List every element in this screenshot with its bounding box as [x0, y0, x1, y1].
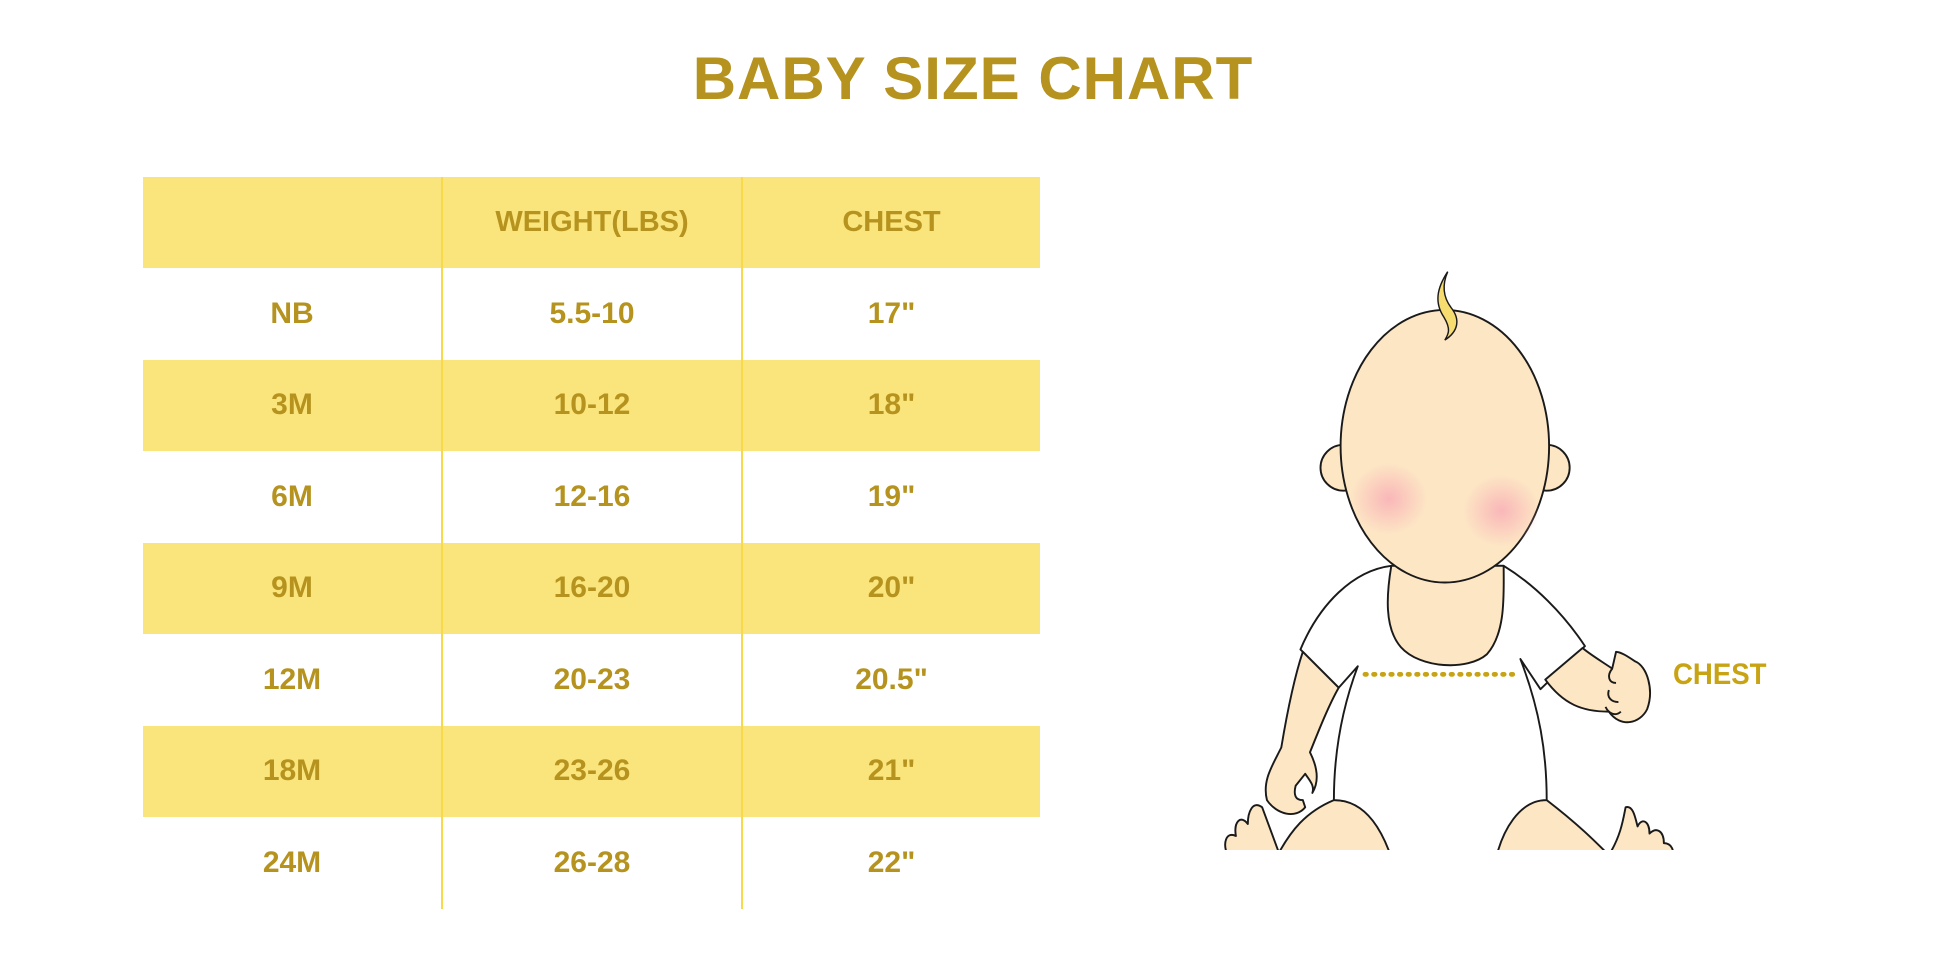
chest-cell: 20.5"	[741, 634, 1040, 726]
chest-measurement-label: CHEST	[1673, 658, 1767, 691]
size-chart-table: WEIGHT(LBS) CHEST NB 5.5-10 17" 3M 10-12…	[143, 177, 1040, 909]
page-title: BABY SIZE CHART	[692, 45, 1254, 112]
left-arm	[1264, 650, 1340, 815]
weight-cell: 12-16	[441, 451, 741, 543]
chest-cell: 18"	[741, 359, 1040, 451]
size-cell: NB	[270, 296, 314, 330]
right-leg	[1495, 799, 1674, 850]
chest-cell: 21"	[741, 725, 1040, 817]
table-row: 6M 12-16 19"	[143, 451, 1040, 543]
size-cell: 3M	[271, 388, 313, 422]
weight-cell: 10-12	[441, 359, 741, 451]
table-header-row: WEIGHT(LBS) CHEST	[143, 177, 1040, 268]
header-cell-chest: CHEST	[741, 177, 1040, 268]
neck	[1386, 564, 1505, 667]
chest-cell: 22"	[741, 817, 1040, 909]
size-cell: 12M	[262, 662, 322, 696]
header-cell-size	[143, 177, 441, 268]
table-row: 24M 26-28 22"	[143, 817, 1040, 909]
size-cell: 24M	[262, 845, 322, 879]
left-cheek	[1350, 462, 1428, 535]
weight-cell: 5.5-10	[441, 268, 741, 360]
weight-cell: 16-20	[441, 542, 741, 634]
table-row: NB 5.5-10 17"	[143, 268, 1040, 360]
right-cheek	[1463, 474, 1540, 547]
table-row: 12M 20-23 20.5"	[143, 634, 1040, 726]
left-leg	[1224, 799, 1392, 850]
table-row: 9M 16-20 20"	[143, 542, 1040, 634]
table-row: 3M 10-12 18"	[143, 359, 1040, 451]
chest-cell: 20"	[741, 542, 1040, 634]
weight-cell: 26-28	[441, 817, 741, 909]
weight-cell: 20-23	[441, 634, 741, 726]
onesie	[1299, 564, 1586, 850]
size-cell: 9M	[271, 571, 313, 605]
right-arm	[1544, 647, 1651, 724]
table-row: 18M 23-26 21"	[143, 725, 1040, 817]
chest-cell: 17"	[741, 268, 1040, 360]
hair-curl	[1437, 271, 1458, 341]
weight-cell: 23-26	[441, 725, 741, 817]
size-cell: 18M	[262, 754, 322, 788]
baby-illustration	[1224, 271, 1674, 850]
chest-cell: 19"	[741, 451, 1040, 543]
header-cell-weight: WEIGHT(LBS)	[441, 177, 741, 268]
size-cell: 6M	[271, 479, 313, 513]
